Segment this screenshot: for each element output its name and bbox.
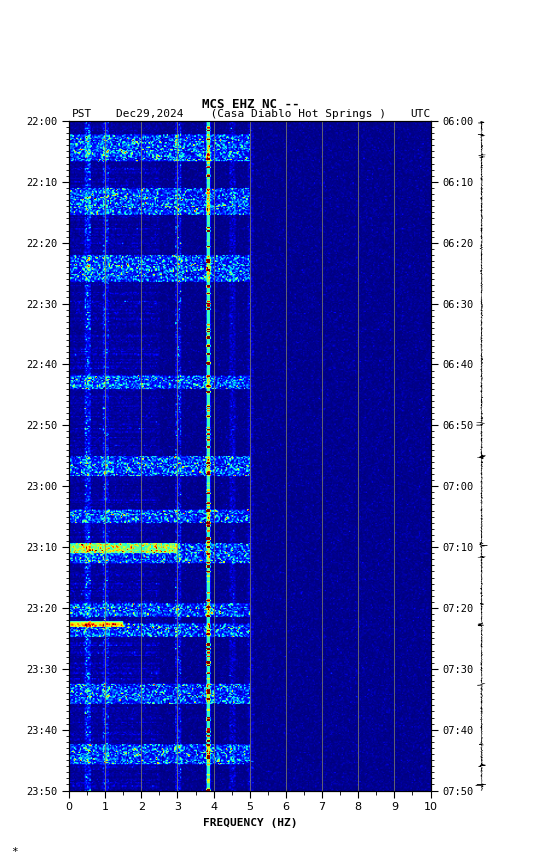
Text: Dec29,2024    (Casa Diablo Hot Springs ): Dec29,2024 (Casa Diablo Hot Springs ) bbox=[116, 109, 386, 119]
Text: MCS EHZ NC --: MCS EHZ NC -- bbox=[203, 98, 300, 111]
X-axis label: FREQUENCY (HZ): FREQUENCY (HZ) bbox=[203, 818, 297, 828]
Text: *: * bbox=[11, 848, 18, 857]
Text: PST: PST bbox=[72, 109, 92, 119]
Text: UTC: UTC bbox=[410, 109, 431, 119]
